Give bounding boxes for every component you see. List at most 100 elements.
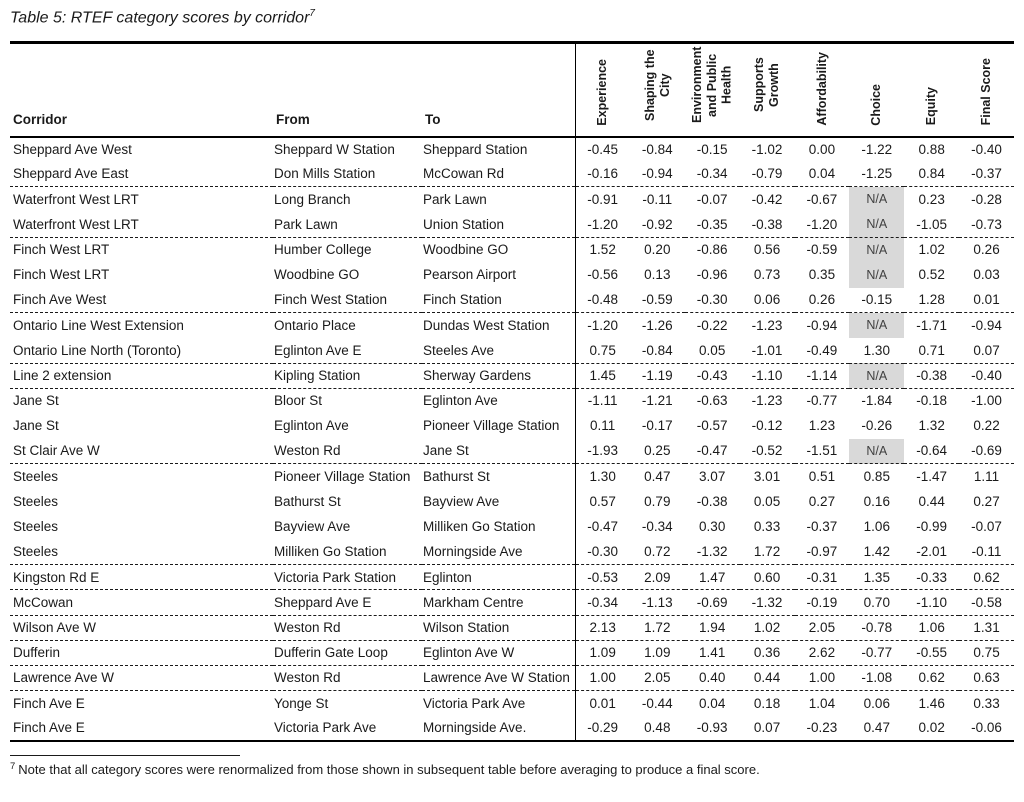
score-cell: 0.04 bbox=[684, 690, 740, 716]
corridor-cell: Jane St bbox=[13, 418, 59, 434]
column-header-choice: Choice bbox=[849, 42, 905, 138]
table-row: McCowan Sheppard Ave E Markham Centre -0… bbox=[10, 589, 1014, 616]
from-cell: Bayview Ave bbox=[274, 519, 351, 535]
score-cell: -0.42 bbox=[739, 186, 795, 213]
table-row: Jane St Bloor St Eglinton Ave -1.11 -1.2… bbox=[10, 387, 1014, 414]
score-cell: N/A bbox=[849, 262, 905, 288]
column-header-to: To bbox=[422, 42, 575, 138]
score-cell: -0.37 bbox=[971, 166, 1002, 182]
score-cell: 1.42 bbox=[863, 544, 890, 560]
column-header-shaping-the-city: Shaping the City bbox=[629, 42, 685, 138]
score-cell: 0.40 bbox=[684, 664, 740, 691]
score-cell: -0.22 bbox=[684, 312, 740, 339]
table-row: Ontario Line North (Toronto) Eglinton Av… bbox=[10, 338, 1014, 364]
corridor-cell: Ontario Line North (Toronto) bbox=[13, 342, 182, 358]
score-cell: 0.62 bbox=[904, 664, 960, 691]
score-cell: N/A bbox=[849, 362, 905, 389]
table-header: Corridor From To Experience Shaping the … bbox=[10, 42, 1014, 138]
to-cell: Eglinton bbox=[422, 564, 575, 590]
score-cell: -1.10 bbox=[739, 362, 795, 389]
score-cell: 0.06 bbox=[753, 292, 781, 308]
to-cell: Eglinton Ave bbox=[422, 387, 575, 414]
score-cell: -0.11 bbox=[629, 186, 685, 213]
score-cell: -1.11 bbox=[574, 387, 630, 414]
score-cell: 0.75 bbox=[959, 639, 1014, 666]
score-cell: -0.28 bbox=[959, 186, 1014, 213]
corridor-cell: Waterfront West LRT bbox=[13, 216, 139, 232]
score-cell: N/A bbox=[849, 236, 905, 263]
score-cell: -0.34 bbox=[696, 166, 728, 182]
from-cell: Weston Rd bbox=[273, 614, 422, 641]
score-cell: -0.47 bbox=[696, 443, 728, 459]
score-cell: -0.67 bbox=[794, 186, 850, 213]
corridor-cell: Wilson Ave W bbox=[10, 614, 273, 641]
corridor-cell: St Clair Ave W bbox=[13, 443, 100, 459]
score-cell: -1.26 bbox=[629, 312, 685, 339]
score-cell: 0.07 bbox=[973, 342, 1000, 358]
to-cell: Milliken Go Station bbox=[423, 519, 536, 535]
score-cell: 0.13 bbox=[644, 267, 671, 283]
score-cell: N/A bbox=[849, 312, 905, 339]
score-cell: 0.01 bbox=[574, 690, 630, 716]
score-cell: 1.02 bbox=[739, 614, 795, 641]
score-cell: 1.06 bbox=[863, 519, 890, 535]
score-cell: -0.53 bbox=[574, 564, 630, 590]
score-cell: -0.07 bbox=[684, 186, 740, 213]
table-row: Steeles Bathurst St Bayview Ave 0.57 0.7… bbox=[10, 489, 1014, 515]
score-cell: 1.09 bbox=[629, 639, 685, 666]
to-cell: Union Station bbox=[423, 216, 505, 232]
score-cell: 0.01 bbox=[973, 292, 1000, 308]
score-cell: -0.12 bbox=[751, 418, 783, 434]
to-cell: Park Lawn bbox=[422, 186, 575, 213]
score-cell: -0.86 bbox=[684, 236, 740, 263]
score-cell: 1.28 bbox=[918, 292, 945, 308]
score-cell: 0.30 bbox=[699, 519, 726, 535]
score-cell: -0.77 bbox=[849, 639, 905, 666]
score-cell: -0.44 bbox=[629, 690, 685, 716]
score-cell: -0.94 bbox=[794, 312, 850, 339]
score-cell: -0.47 bbox=[574, 514, 630, 540]
score-cell: 1.72 bbox=[629, 614, 685, 641]
footnote-text: Note that all category scores were renor… bbox=[18, 762, 760, 778]
score-cell: -0.73 bbox=[971, 216, 1002, 232]
corridor-cell: Finch Ave E bbox=[10, 690, 273, 716]
to-cell: Woodbine GO bbox=[422, 236, 575, 263]
corridor-cell: Finch Ave E bbox=[13, 720, 85, 736]
score-cell: -1.10 bbox=[904, 589, 960, 616]
score-cell: 2.05 bbox=[629, 664, 685, 691]
score-cell: 0.04 bbox=[808, 166, 836, 182]
score-cell: -0.64 bbox=[916, 443, 948, 459]
from-cell: Long Branch bbox=[273, 186, 422, 213]
footnote-separator bbox=[10, 755, 240, 757]
score-cell: -2.01 bbox=[916, 544, 948, 560]
score-cell: -1.84 bbox=[849, 387, 905, 414]
footnote: 7 Note that all category scores were reno… bbox=[10, 761, 1014, 779]
score-cell: -0.55 bbox=[904, 639, 960, 666]
score-cell: 0.51 bbox=[794, 463, 850, 490]
table-row: Waterfront West LRT Long Branch Park Law… bbox=[10, 186, 1014, 213]
from-cell: Humber College bbox=[273, 236, 422, 263]
score-cell: 0.02 bbox=[918, 720, 945, 736]
score-cell: -1.08 bbox=[849, 664, 905, 691]
corridor-cell: Finch West LRT bbox=[10, 236, 273, 263]
score-cell: -0.96 bbox=[696, 267, 728, 283]
score-cell: -1.23 bbox=[739, 312, 795, 339]
score-cell: 1.30 bbox=[863, 342, 890, 358]
score-cell: -0.40 bbox=[959, 362, 1014, 389]
score-cell: 1.31 bbox=[959, 614, 1014, 641]
score-cell: -1.20 bbox=[806, 216, 838, 232]
table-row: Kingston Rd E Victoria Park Station Egli… bbox=[10, 564, 1014, 590]
score-cell: -0.15 bbox=[696, 141, 728, 157]
score-cell: 0.56 bbox=[739, 236, 795, 263]
score-cell: 0.00 bbox=[808, 141, 836, 157]
table-row: Ontario Line West Extension Ontario Plac… bbox=[10, 312, 1014, 339]
from-cell: Dufferin Gate Loop bbox=[273, 639, 422, 666]
score-cell: -1.32 bbox=[739, 589, 795, 616]
score-cell: 0.35 bbox=[808, 267, 836, 283]
corridor-cell: Line 2 extension bbox=[10, 362, 273, 389]
to-cell: Finch Station bbox=[423, 292, 502, 308]
score-cell: 1.35 bbox=[849, 564, 905, 590]
score-cell: -0.37 bbox=[806, 519, 838, 535]
score-cell: -0.11 bbox=[971, 544, 1002, 560]
score-cell: -0.33 bbox=[904, 564, 960, 590]
